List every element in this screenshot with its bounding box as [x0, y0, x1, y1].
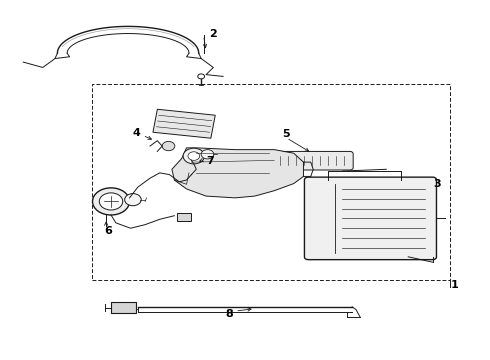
Text: 4: 4 [133, 128, 141, 138]
Circle shape [198, 74, 204, 79]
Bar [92, 84, 450, 280]
Circle shape [93, 188, 129, 215]
Circle shape [99, 193, 122, 210]
Polygon shape [172, 148, 303, 198]
Text: 7: 7 [206, 157, 214, 166]
Bar [177, 212, 192, 221]
Text: 5: 5 [283, 129, 290, 139]
Bar [153, 109, 215, 138]
Text: 2: 2 [209, 29, 217, 39]
Text: 1: 1 [451, 280, 458, 291]
Text: 3: 3 [434, 179, 441, 189]
Circle shape [183, 148, 204, 164]
Circle shape [162, 141, 175, 151]
Circle shape [201, 150, 214, 159]
Circle shape [188, 152, 200, 160]
Circle shape [124, 194, 141, 206]
Bar [111, 302, 136, 313]
Text: 6: 6 [105, 226, 113, 236]
FancyBboxPatch shape [304, 177, 437, 260]
Text: 8: 8 [225, 309, 233, 319]
FancyBboxPatch shape [271, 152, 353, 170]
